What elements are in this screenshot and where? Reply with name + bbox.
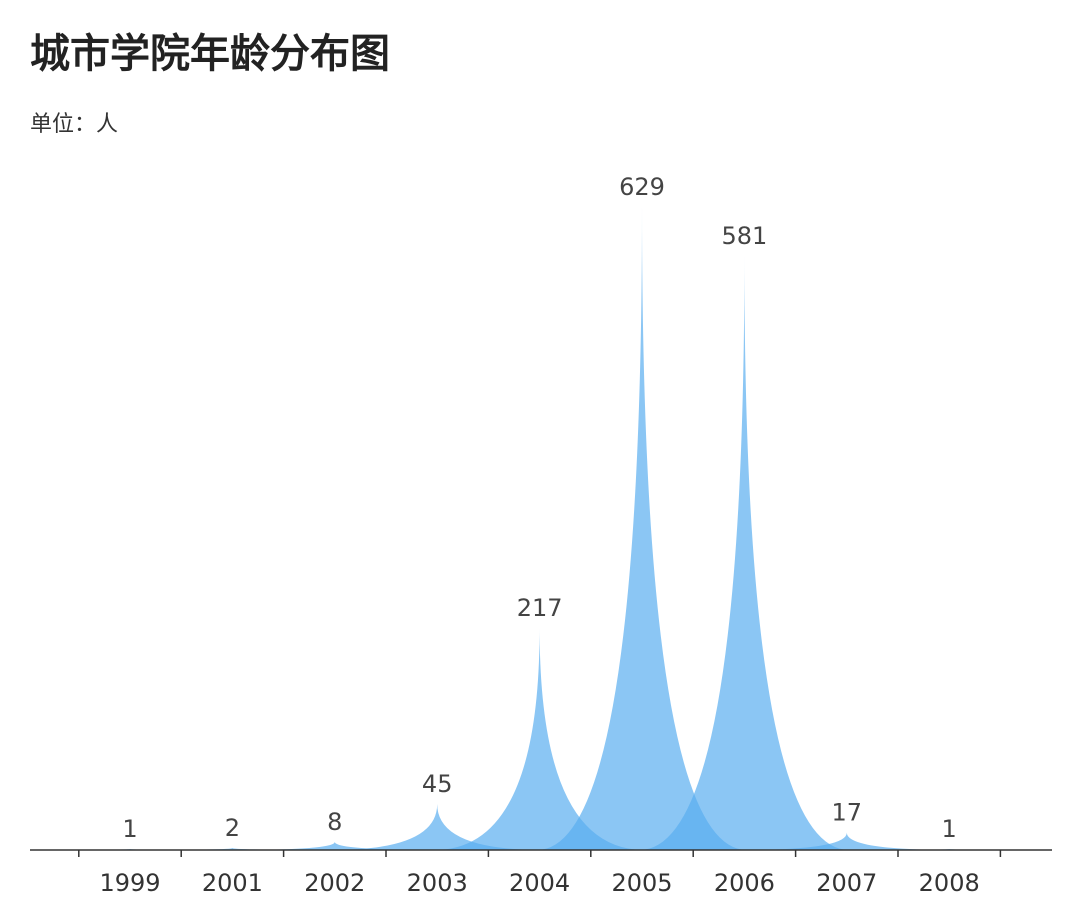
peak-2007 bbox=[741, 832, 952, 850]
value-label-2004: 217 bbox=[517, 594, 563, 622]
tick-label-2002: 2002 bbox=[304, 869, 365, 897]
tick-label-2005: 2005 bbox=[611, 869, 672, 897]
tick-label-2001: 2001 bbox=[202, 869, 263, 897]
chart-title: 城市学院年龄分布图 bbox=[30, 31, 390, 77]
tick-label-2006: 2006 bbox=[714, 869, 775, 897]
value-label-2008: 1 bbox=[942, 815, 957, 843]
peak-2006 bbox=[639, 256, 850, 850]
value-label-2002: 8 bbox=[327, 808, 342, 836]
peak-2001 bbox=[127, 847, 338, 850]
peak-2003 bbox=[332, 803, 543, 850]
tick-label-2003: 2003 bbox=[407, 869, 468, 897]
peak-2004 bbox=[434, 628, 645, 850]
peak-2002 bbox=[229, 841, 440, 850]
value-label-2003: 45 bbox=[422, 770, 453, 798]
value-label-2006: 581 bbox=[721, 222, 767, 250]
tick-label-2008: 2008 bbox=[919, 869, 980, 897]
value-label-2001: 2 bbox=[225, 814, 240, 842]
value-label-1999: 1 bbox=[122, 815, 137, 843]
chart-unit-label: 单位：人 bbox=[30, 112, 119, 137]
value-label-2007: 17 bbox=[832, 799, 863, 827]
value-label-2005: 629 bbox=[619, 173, 665, 201]
tick-label-2007: 2007 bbox=[816, 869, 877, 897]
tick-label-2004: 2004 bbox=[509, 869, 570, 897]
peak-2005 bbox=[537, 207, 747, 850]
tick-label-1999: 1999 bbox=[99, 869, 160, 897]
